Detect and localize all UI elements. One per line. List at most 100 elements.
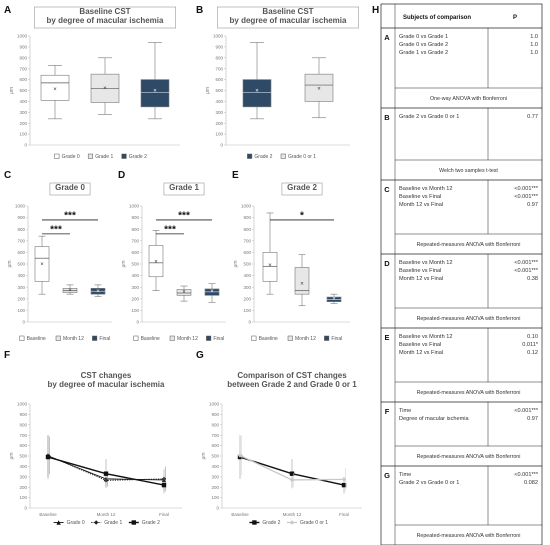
comparison-table: Subjects of comparison P A Grade 0 vs Grade… [380, 3, 543, 545]
data-marker-diamond [289, 477, 295, 483]
y-tick-label: 400 [215, 99, 223, 104]
y-tick-label: 300 [17, 285, 25, 290]
y-tick-label: 900 [211, 412, 219, 417]
y-tick-label: 0 [136, 320, 139, 325]
box-mean-marker: × [96, 289, 100, 295]
table-header-subjects: Subjects of comparison [403, 15, 471, 21]
legend-swatch [19, 335, 25, 341]
table-row-letter: F [385, 407, 390, 416]
table-p-value: <0.001*** [514, 186, 539, 192]
y-tick-label: 700 [17, 238, 25, 243]
y-axis-label: μm [121, 260, 127, 267]
table-comparison-label: Grade 2 vs Grade 0 or 1 [399, 480, 459, 486]
y-axis-label: μm [7, 260, 13, 267]
significance-bracket: * [270, 210, 334, 221]
data-marker-square [341, 482, 347, 488]
y-tick-label: 900 [131, 215, 139, 220]
box-mean-marker: × [255, 88, 259, 94]
box-baseline: × [148, 230, 164, 291]
y-tick-label: 800 [211, 422, 219, 427]
table-p-value: <0.001*** [514, 260, 539, 266]
table-comparison-label: Month 12 vs Final [399, 350, 443, 356]
legend-swatch [55, 335, 61, 341]
y-tick-label: 900 [19, 45, 27, 50]
y-tick-label: 500 [211, 454, 219, 459]
significance-stars: * [300, 210, 304, 221]
box-mean-marker: × [268, 263, 272, 269]
box-iqr [40, 74, 70, 101]
significance-stars: *** [178, 210, 190, 221]
y-tick-label: 0 [248, 320, 251, 325]
legend-label: Grade 0 [62, 154, 80, 160]
legend-label: Grade 1 [104, 520, 122, 526]
y-tick-label: 600 [211, 443, 219, 448]
table-method-label: One-way ANOVA with Bonferroni [430, 96, 507, 102]
legend-label: Grade 2 [262, 520, 280, 526]
y-tick-label: 500 [215, 88, 223, 93]
legend-label: Final [213, 336, 224, 342]
y-tick-label: 800 [19, 55, 27, 60]
table-row-letter: A [384, 33, 390, 42]
table-method-label: Welch two samples t-test [439, 168, 498, 174]
table-row-a: A Grade 0 vs Grade 1 1.0 Grade 0 vs Grade 2… [384, 28, 542, 102]
panel-letter-f: F [4, 350, 10, 361]
y-tick-label: 200 [243, 296, 251, 301]
table-p-value: 1.0 [530, 50, 538, 56]
table-p-value: <0.001*** [514, 472, 539, 478]
box-final: × [204, 283, 220, 303]
data-marker-square [131, 520, 136, 525]
data-marker-square [289, 471, 295, 476]
legend-label: Grade 0 [67, 520, 85, 526]
chart-legend: Grade 0 Grade 1 Grade 2 [54, 153, 147, 160]
table-comparison-label: Baseline vs Final [399, 194, 441, 200]
table-header-p: P [513, 15, 517, 21]
y-tick-label: 1000 [17, 34, 28, 39]
data-marker-diamond [341, 477, 347, 482]
y-tick-label: 400 [17, 273, 25, 278]
table-p-value: 0.082 [524, 480, 538, 486]
data-marker-diamond [237, 453, 243, 458]
box-mean-marker: × [182, 290, 186, 296]
y-tick-label: 0 [22, 320, 25, 325]
box-iqr [176, 289, 192, 296]
y-tick-label: 1000 [209, 402, 220, 407]
significance-stars: *** [50, 224, 62, 235]
y-tick-label: 100 [131, 308, 139, 313]
y-tick-label: 100 [215, 132, 223, 137]
y-tick-label: 100 [19, 495, 27, 500]
x-tick-label: Month 12 [97, 512, 116, 517]
box-mean-marker: × [332, 297, 336, 303]
y-tick-label: 300 [131, 285, 139, 290]
y-tick-label: 800 [243, 227, 251, 232]
y-axis-label: μm [201, 452, 207, 459]
table-comparison-label: Baseline vs Final [399, 268, 441, 274]
box-mean-marker: × [153, 88, 157, 94]
significance-bracket: *** [42, 224, 70, 235]
y-tick-label: 1000 [17, 402, 28, 407]
box-grade-2: × [140, 42, 170, 120]
box-iqr [262, 252, 278, 282]
box-mean-marker: × [317, 87, 321, 93]
data-marker-square [103, 471, 109, 476]
y-tick-label: 500 [19, 454, 27, 459]
y-tick-label: 500 [17, 262, 25, 267]
y-tick-label: 600 [243, 250, 251, 255]
y-tick-label: 600 [215, 77, 223, 82]
chart-title-box [163, 182, 205, 196]
table-comparison-label: Grade 0 vs Grade 1 [399, 34, 448, 40]
y-tick-label: 700 [19, 66, 27, 71]
box-iqr [34, 246, 50, 282]
box-month-12: × [62, 284, 78, 295]
y-axis-label: μm [233, 260, 239, 267]
series-grade-2 [237, 435, 347, 494]
table-comparison-label: Baseline vs Final [399, 342, 441, 348]
panel-letter-c: C [4, 170, 11, 181]
y-axis-label: μm [9, 87, 15, 94]
legend-label: Month 12 [63, 336, 84, 342]
table-comparison-label: Baseline vs Month 12 [399, 186, 452, 192]
y-tick-label: 100 [211, 495, 219, 500]
legend-swatch [133, 335, 139, 341]
